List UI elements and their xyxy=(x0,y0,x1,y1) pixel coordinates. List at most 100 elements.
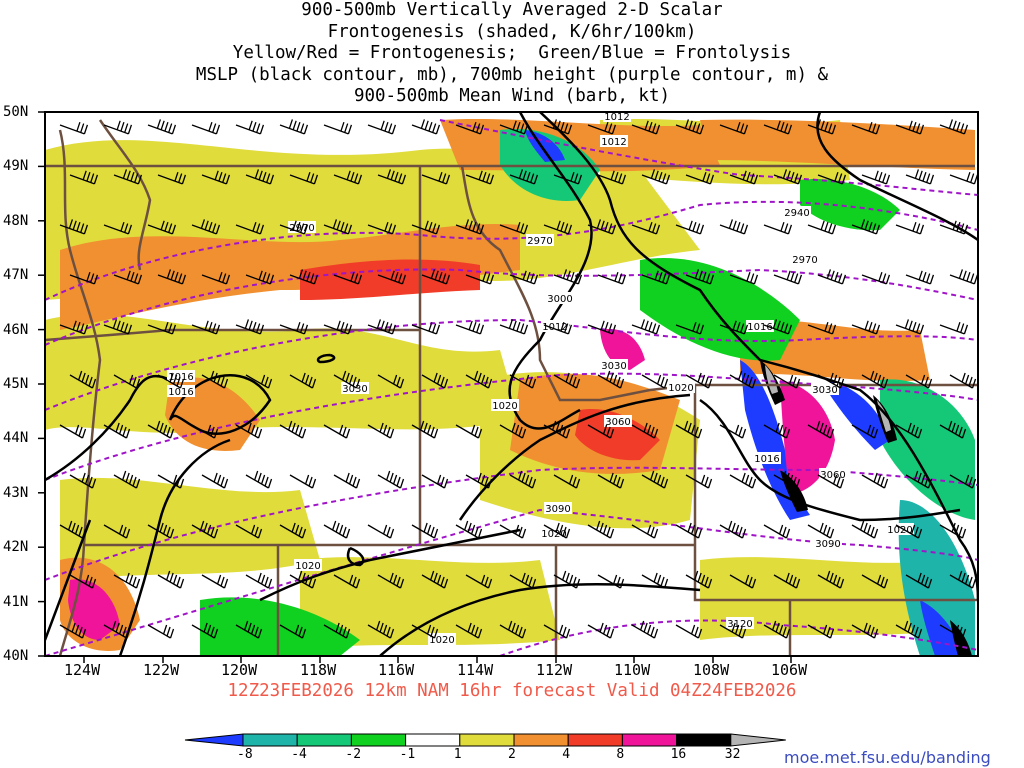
colorbar-label: -2 xyxy=(345,747,362,762)
wind-barb xyxy=(69,271,99,285)
wind-barb xyxy=(333,472,361,489)
wind-barb xyxy=(235,524,263,539)
height-label-bg xyxy=(811,383,839,395)
wind-barb xyxy=(323,424,351,439)
credit-link[interactable]: moe.met.fsu.edu/banding xyxy=(784,748,991,767)
wind-barb xyxy=(367,221,397,235)
colorbar-swatch xyxy=(459,733,515,747)
height-label-bg xyxy=(783,206,811,218)
wind-barb xyxy=(631,422,659,439)
wind-barb xyxy=(939,220,969,235)
wind-barb xyxy=(333,370,361,389)
wind-barb xyxy=(157,372,185,389)
colorbar-label: -1 xyxy=(399,747,416,762)
wind-barb xyxy=(499,319,529,335)
wind-barb xyxy=(421,570,449,589)
wind-barb xyxy=(587,320,617,335)
wind-barb xyxy=(411,119,441,135)
colorbar-label: 16 xyxy=(670,747,687,762)
mslp-label-bg xyxy=(294,559,322,571)
wind-barb xyxy=(553,570,581,589)
wind-barb xyxy=(895,620,923,639)
wind-barb xyxy=(675,624,703,639)
wind-barb xyxy=(201,574,229,589)
colorbar-right-arrow xyxy=(730,733,786,747)
wind-barb xyxy=(59,520,87,539)
wind-barb xyxy=(543,624,571,639)
wind-barb xyxy=(103,422,131,439)
wind-barb xyxy=(641,470,669,489)
wind-barb xyxy=(69,370,97,389)
wind-barb xyxy=(103,319,133,335)
mslp-contours xyxy=(45,112,978,656)
wind-barb xyxy=(949,570,977,589)
wind-barb xyxy=(113,470,141,489)
wind-barb xyxy=(587,121,617,135)
wind-barb xyxy=(675,321,705,335)
wind-barb xyxy=(851,121,881,135)
wind-barb xyxy=(631,120,661,135)
title-line-4: MSLP (black contour, mb), 700mb height (… xyxy=(195,64,829,85)
wind-barb xyxy=(763,319,793,335)
wind-barb xyxy=(597,472,625,489)
wind-barb xyxy=(367,120,397,135)
wind-barb xyxy=(147,321,177,335)
mslp-label: 1016 xyxy=(168,387,193,398)
height-label: 3060 xyxy=(820,470,845,481)
wind-barb xyxy=(333,271,363,285)
wind-barb xyxy=(455,424,483,439)
wind-barb xyxy=(59,320,89,335)
wind-barb xyxy=(851,622,879,639)
wind-barb xyxy=(323,622,351,639)
mslp-label: 1016 xyxy=(754,454,779,465)
wind-barb xyxy=(377,470,405,489)
wind-barb xyxy=(465,170,495,185)
wind-barb xyxy=(685,372,713,389)
wind-barb xyxy=(949,171,978,185)
wind-barb xyxy=(157,269,187,285)
wind-barb xyxy=(631,620,659,639)
wind-barb xyxy=(421,372,449,389)
wind-barb xyxy=(895,422,923,439)
longitude-label: 110W xyxy=(614,661,651,679)
wind-barb xyxy=(719,320,749,335)
height-label-bg xyxy=(604,415,632,427)
wind-barb xyxy=(543,420,571,439)
wind-barb xyxy=(543,522,571,539)
wind-barb xyxy=(235,620,263,639)
mslp-label: 1012 xyxy=(604,112,629,123)
wind-barb xyxy=(289,570,317,589)
wind-barb xyxy=(279,321,309,335)
wind-barb xyxy=(851,520,879,539)
latitude-label: 44N xyxy=(3,430,29,447)
wind-barb xyxy=(191,520,219,539)
wind-barb xyxy=(807,119,837,135)
wind-barb xyxy=(675,522,703,539)
wind-barb xyxy=(939,420,967,439)
wind-barb xyxy=(675,220,705,235)
wind-barb xyxy=(553,171,583,185)
colorbar-swatch xyxy=(405,733,461,747)
wind-barb xyxy=(157,474,185,489)
wind-barb xyxy=(201,271,231,285)
colorbar-swatch xyxy=(296,733,352,747)
wind-barb xyxy=(763,422,791,439)
wind-barb xyxy=(641,169,671,185)
wind-barb xyxy=(861,574,889,589)
height-label-bg xyxy=(791,253,819,265)
colorbar-swatch xyxy=(567,733,623,747)
wind-barb xyxy=(191,219,221,235)
wind-barb xyxy=(455,520,483,539)
wind-barb xyxy=(147,220,177,235)
colorbar-swatch xyxy=(621,733,678,747)
wind-barb xyxy=(773,270,803,285)
height-label: 3030 xyxy=(601,361,626,372)
wind-barb xyxy=(191,424,219,439)
latitude-label: 47N xyxy=(3,267,29,284)
height-label: 3090 xyxy=(545,504,570,515)
wind-barb xyxy=(191,121,221,135)
mslp-label-bg xyxy=(491,399,519,411)
wind-barb xyxy=(905,572,933,589)
wind-barb xyxy=(411,220,441,235)
height-label: 2970 xyxy=(527,236,552,247)
